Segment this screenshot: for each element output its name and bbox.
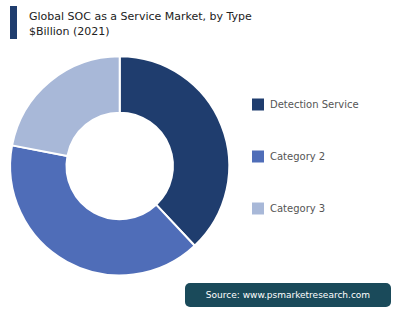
svg-text:Category 3: Category 3 [270, 203, 325, 214]
svg-text:Source: www.psmarketresearch.c: Source: www.psmarketresearch.com [206, 290, 370, 300]
svg-text:$Billion (2021): $Billion (2021) [29, 25, 110, 38]
svg-text:Global SOC as a Service Market: Global SOC as a Service Market, by Type [29, 10, 252, 23]
svg-text:Category 2: Category 2 [270, 151, 325, 162]
svg-text:Detection Service: Detection Service [270, 99, 359, 110]
